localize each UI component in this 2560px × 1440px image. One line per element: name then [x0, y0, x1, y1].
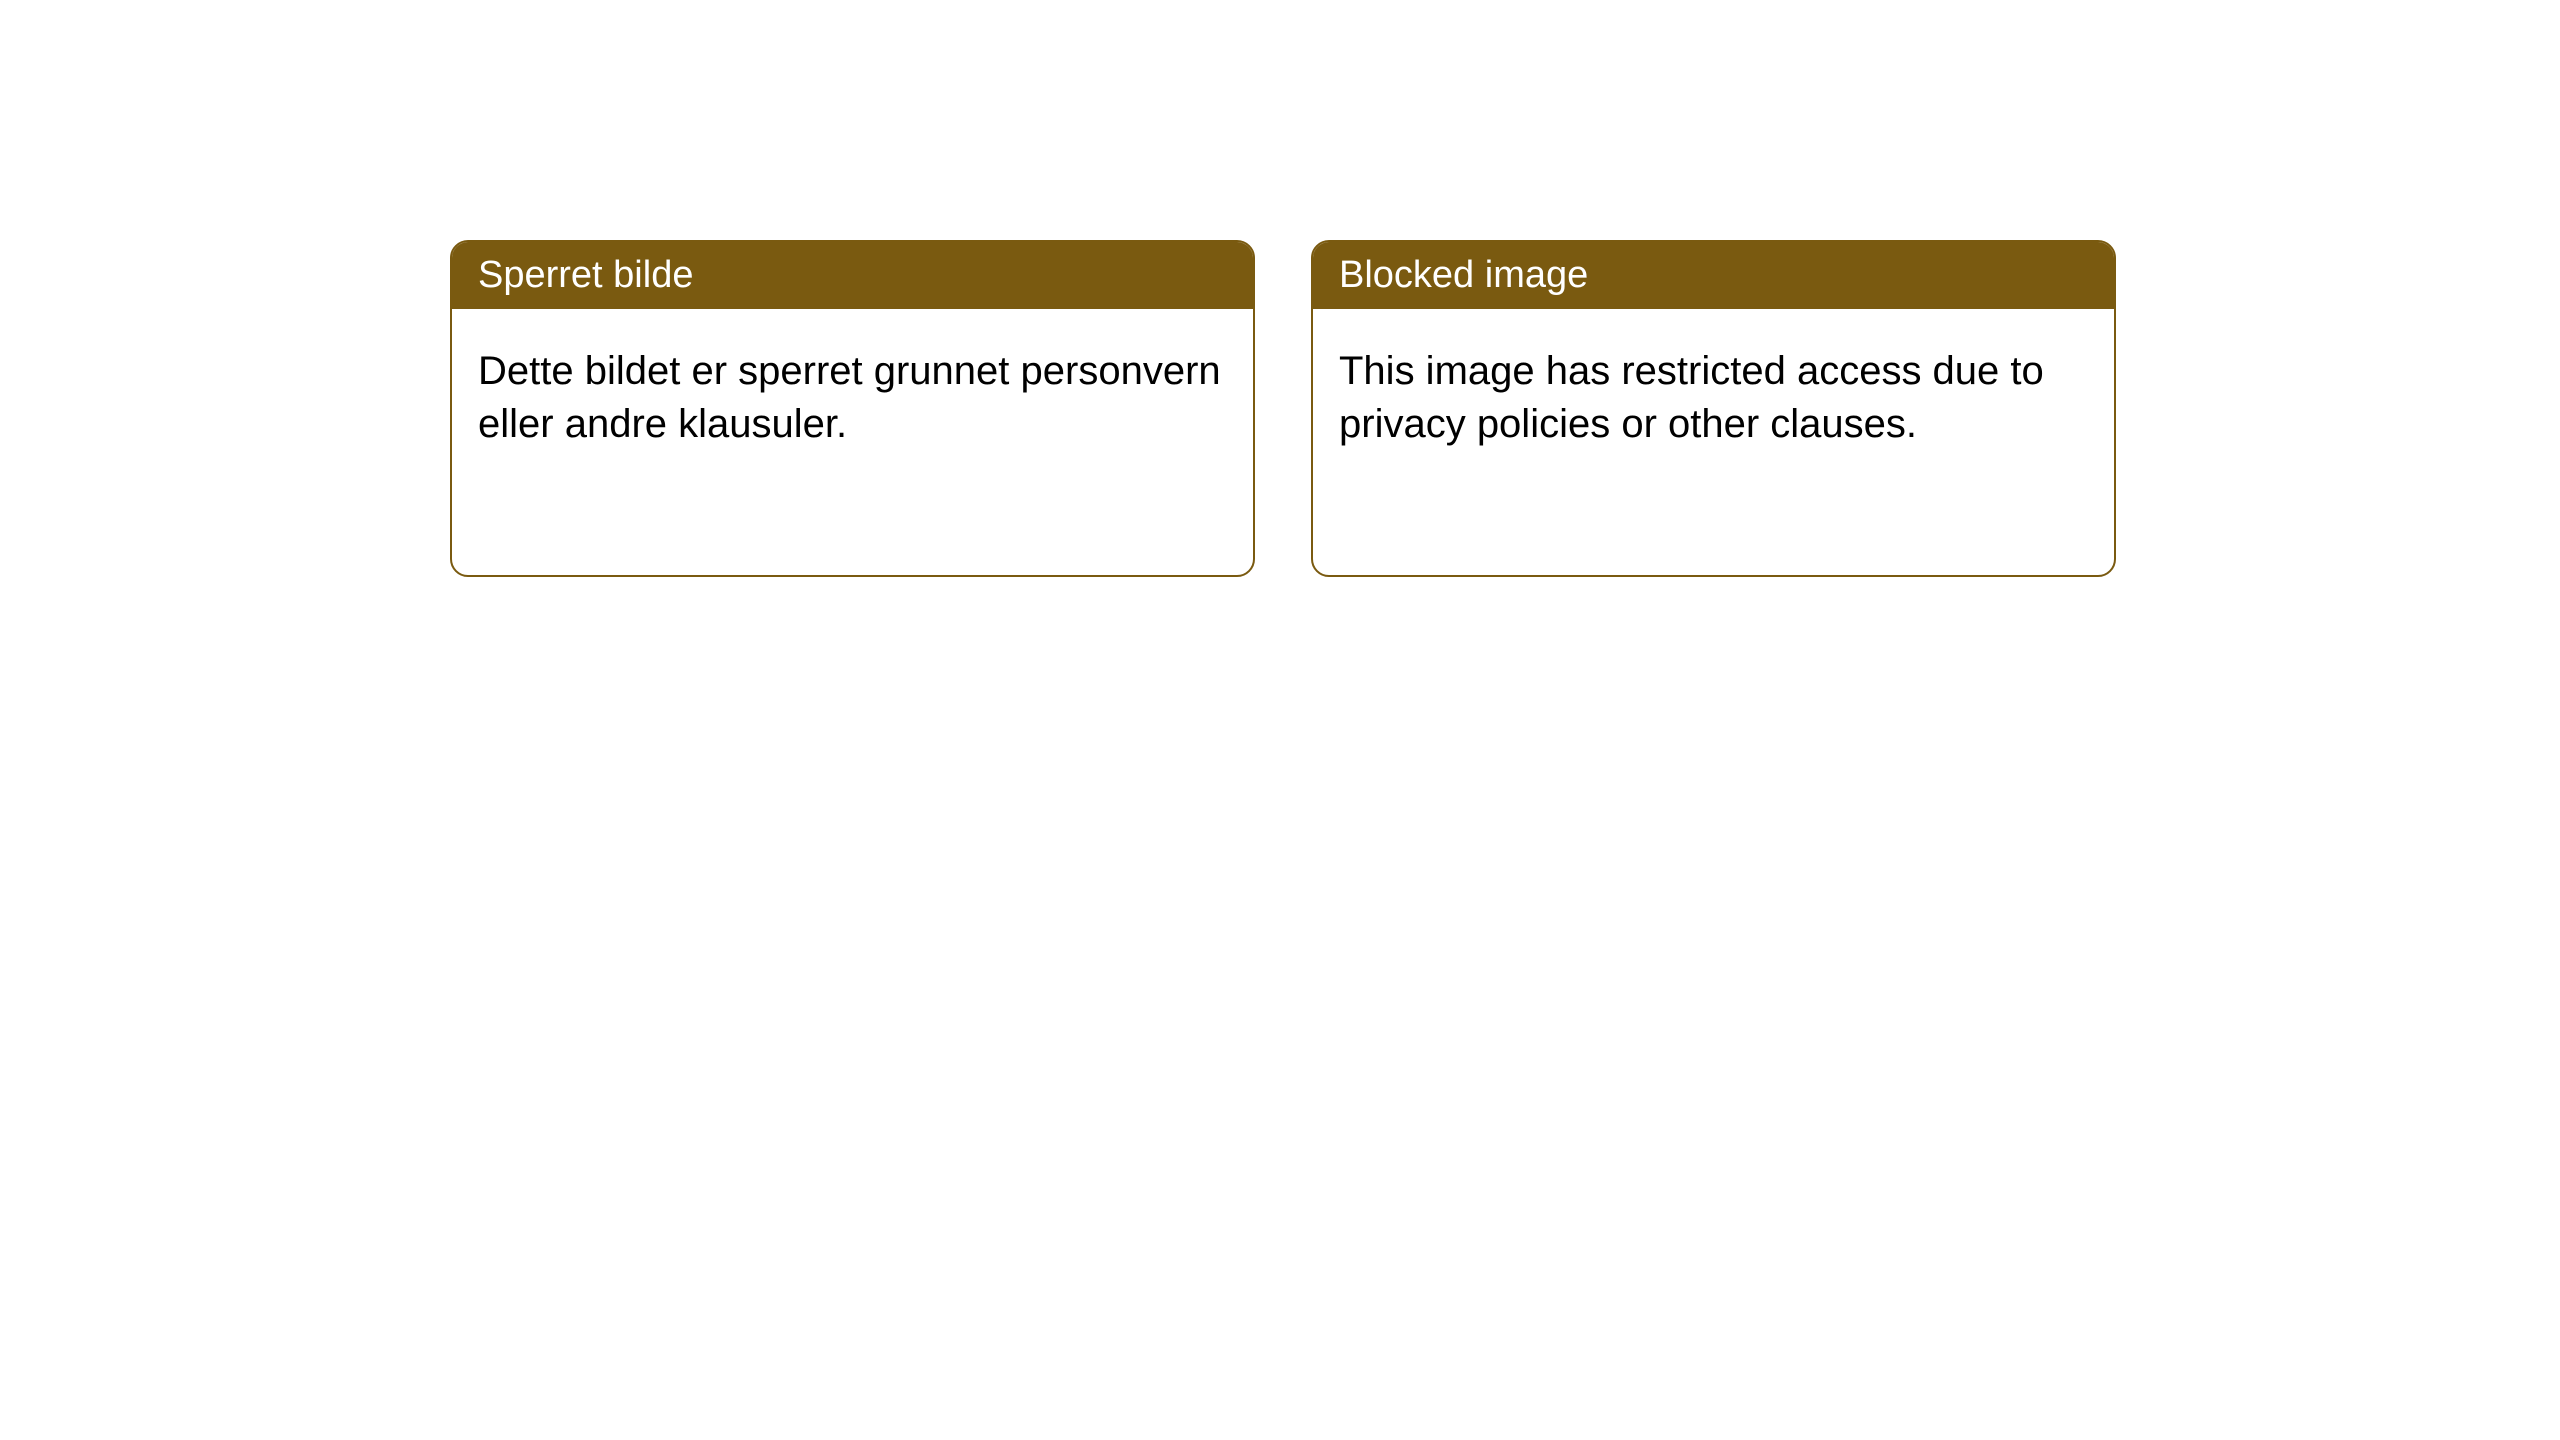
card-header-no: Sperret bilde	[452, 242, 1253, 309]
blocked-image-card-en: Blocked image This image has restricted …	[1311, 240, 2116, 577]
card-header-text-en: Blocked image	[1339, 254, 1588, 296]
card-body-en: This image has restricted access due to …	[1313, 309, 2114, 487]
card-body-text-en: This image has restricted access due to …	[1339, 349, 2044, 446]
blocked-image-card-no: Sperret bilde Dette bildet er sperret gr…	[450, 240, 1255, 577]
card-body-no: Dette bildet er sperret grunnet personve…	[452, 309, 1253, 487]
card-header-text-no: Sperret bilde	[478, 254, 693, 296]
notice-cards-container: Sperret bilde Dette bildet er sperret gr…	[0, 0, 2560, 577]
card-header-en: Blocked image	[1313, 242, 2114, 309]
card-body-text-no: Dette bildet er sperret grunnet personve…	[478, 349, 1221, 446]
